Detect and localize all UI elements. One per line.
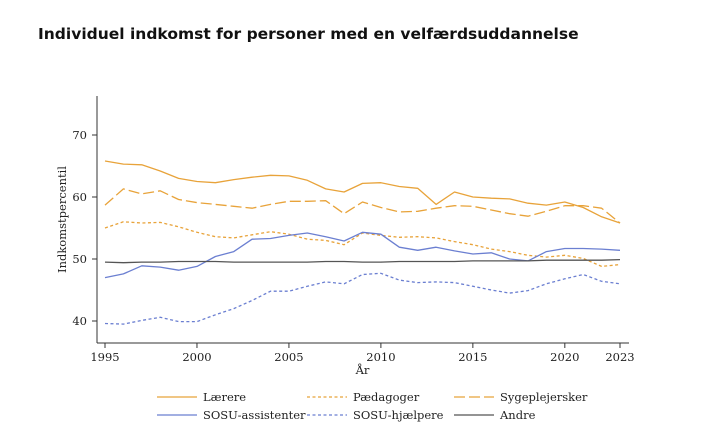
y-tick-label-40: 40 (72, 314, 87, 328)
x-axis-title: År (355, 363, 370, 377)
legend-label-5: SOSU-hjælpere (353, 408, 444, 422)
x-tick-label-1995: 1995 (90, 350, 119, 364)
y-tick-label-60: 60 (72, 190, 87, 204)
x-tick-label-2023: 2023 (605, 350, 634, 364)
x-tick-label-2000: 2000 (182, 350, 211, 364)
y-tick-label-50: 50 (72, 252, 87, 266)
x-tick-label-2020: 2020 (550, 350, 579, 364)
legend-label-4: SOSU-assistenter (203, 408, 306, 422)
x-tick-label-2005: 2005 (274, 350, 303, 364)
series-line-6 (104, 258, 621, 264)
x-tick-label-2015: 2015 (458, 350, 487, 364)
legend-label-6: Andre (499, 408, 536, 422)
series-line-4 (104, 231, 621, 279)
legend-label-2: Pædagoger (353, 390, 420, 404)
series-line-5 (104, 272, 621, 325)
legend-label-3: Sygeplejersker (500, 390, 588, 404)
chart-title: Individuel indkomst for personer med en … (38, 25, 579, 43)
legend-label-1: Lærere (203, 390, 246, 404)
y-tick-label-70: 70 (72, 128, 87, 142)
x-tick-label-2010: 2010 (366, 350, 395, 364)
series-line-3 (104, 188, 621, 224)
series-line-1 (104, 160, 621, 224)
y-axis-title: Indkomstpercentil (55, 166, 69, 273)
